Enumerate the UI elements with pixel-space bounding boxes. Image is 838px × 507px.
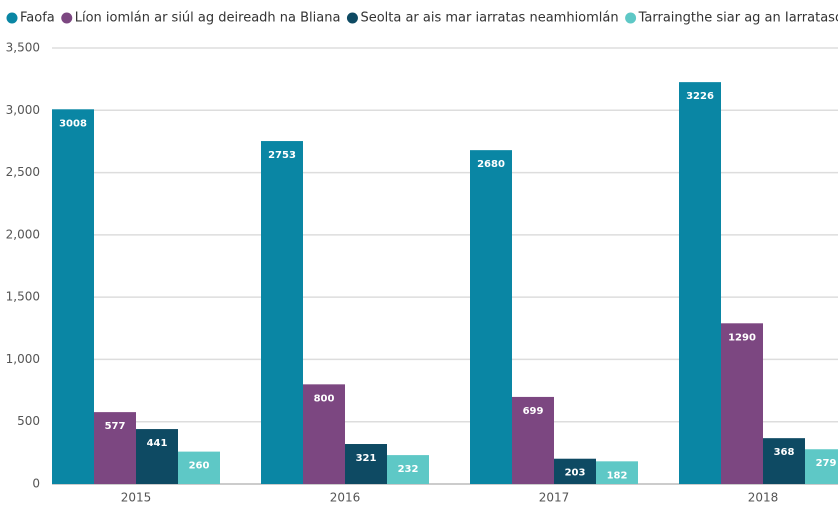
data-label: 3008 (59, 118, 87, 129)
bar (261, 141, 303, 484)
data-label: 2753 (268, 150, 296, 161)
bar (387, 455, 429, 484)
legend-label: Líon iomlán ar siúl ag deireadh na Blian… (75, 11, 341, 26)
data-label: 232 (398, 464, 419, 475)
bar (512, 396, 554, 484)
y-tick-label: 1,000 (6, 352, 40, 366)
data-label: 203 (565, 468, 586, 479)
data-label: 699 (523, 406, 544, 417)
data-label: 2680 (477, 159, 505, 170)
y-tick-label: 3,000 (6, 103, 40, 117)
y-tick-label: 2,500 (6, 165, 40, 179)
legend-label: Faofa (20, 11, 55, 26)
legend-marker (346, 12, 358, 24)
data-label: 441 (147, 438, 168, 449)
x-tick-label: 2015 (121, 491, 152, 505)
bar (596, 461, 638, 484)
data-label: 368 (774, 447, 795, 458)
bar (94, 412, 136, 484)
legend-marker (61, 12, 73, 24)
x-tick-label: 2018 (748, 491, 779, 505)
bar (178, 451, 220, 484)
data-label: 800 (314, 393, 335, 404)
bar (805, 449, 838, 484)
data-label: 182 (607, 470, 628, 481)
y-tick-label: 3,500 (6, 41, 40, 55)
bar (679, 82, 721, 484)
x-tick-label: 2017 (539, 491, 570, 505)
bar (52, 109, 94, 484)
bar (345, 444, 387, 484)
bar (721, 323, 763, 484)
data-label: 260 (189, 461, 210, 472)
bar (554, 458, 596, 484)
bar (470, 150, 512, 485)
data-label: 321 (356, 453, 377, 464)
bar (303, 384, 345, 484)
legend-marker (6, 12, 18, 24)
data-label: 279 (816, 458, 837, 469)
legend-label: Tarraingthe siar ag an Iarratasóir (638, 11, 838, 26)
bar (763, 438, 805, 484)
legend-marker (625, 12, 637, 24)
y-tick-label: 500 (17, 414, 40, 428)
y-tick-label: 2,000 (6, 227, 40, 241)
legend-label: Seolta ar ais mar iarratas neamhiomlán (360, 11, 618, 26)
bar (136, 429, 178, 484)
y-tick-label: 1,500 (6, 290, 40, 304)
x-tick-label: 2016 (330, 491, 361, 505)
data-label: 577 (105, 421, 126, 432)
data-label: 1290 (728, 332, 756, 343)
y-tick-label: 0 (32, 477, 40, 491)
data-label: 3226 (686, 91, 714, 102)
